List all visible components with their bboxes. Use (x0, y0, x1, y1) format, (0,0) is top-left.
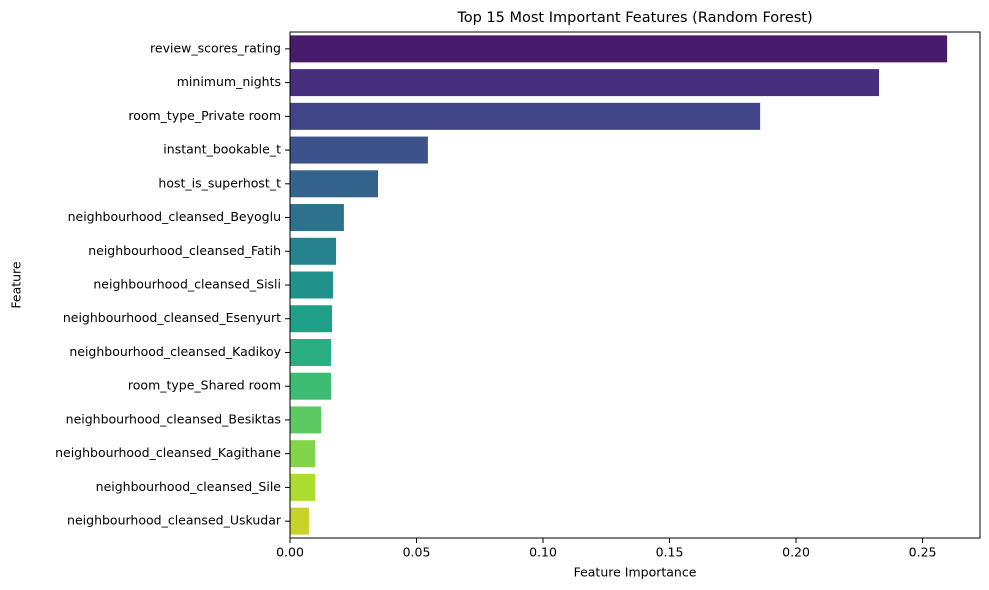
bar (290, 406, 322, 434)
bar (290, 204, 344, 232)
plot-frame (289, 31, 981, 539)
bar (290, 338, 331, 366)
bar (290, 170, 379, 198)
x-tick-label: 0.15 (656, 545, 684, 560)
y-tick-label: neighbourhood_cleansed_Sisli (93, 277, 281, 292)
bar (290, 507, 309, 535)
y-tick-label: minimum_nights (177, 74, 281, 89)
y-tick-label: instant_bookable_t (163, 142, 281, 157)
x-tick-label: 0.25 (909, 545, 937, 560)
y-tick-label: host_is_superhost_t (158, 175, 281, 190)
bar (290, 271, 334, 299)
x-tick-label: 0.10 (529, 545, 557, 560)
y-tick-label: neighbourhood_cleansed_Beyoglu (68, 209, 281, 224)
bar (290, 305, 333, 333)
y-tick-label: neighbourhood_cleansed_Besiktas (66, 411, 281, 426)
bar (290, 237, 337, 265)
x-tick-label: 0.20 (782, 545, 810, 560)
y-tick-label: room_type_Shared room (128, 378, 281, 393)
bar (290, 136, 428, 164)
x-tick-label: 0.05 (403, 545, 431, 560)
y-tick-label: neighbourhood_cleansed_Kadikoy (69, 344, 281, 359)
bar (290, 372, 331, 400)
y-tick-label: neighbourhood_cleansed_Esenyurt (63, 310, 281, 325)
y-tick-label: neighbourhood_cleansed_Fatih (88, 243, 281, 258)
bar (290, 102, 761, 130)
x-axis-label: Feature Importance (574, 565, 697, 580)
bar (290, 440, 316, 468)
y-tick-label: neighbourhood_cleansed_Kagithane (55, 445, 281, 460)
bar (290, 35, 948, 63)
bar (290, 69, 880, 97)
y-tick-label: neighbourhood_cleansed_Uskudar (67, 513, 282, 528)
y-axis-label: Feature (9, 261, 24, 309)
x-tick-label: 0.00 (276, 545, 304, 560)
y-tick-label: neighbourhood_cleansed_Sile (96, 479, 282, 494)
bar (290, 473, 316, 501)
y-tick-label: review_scores_rating (150, 40, 281, 55)
y-tick-label: room_type_Private room (128, 108, 281, 123)
chart-title: Top 15 Most Important Features (Random F… (456, 10, 812, 26)
